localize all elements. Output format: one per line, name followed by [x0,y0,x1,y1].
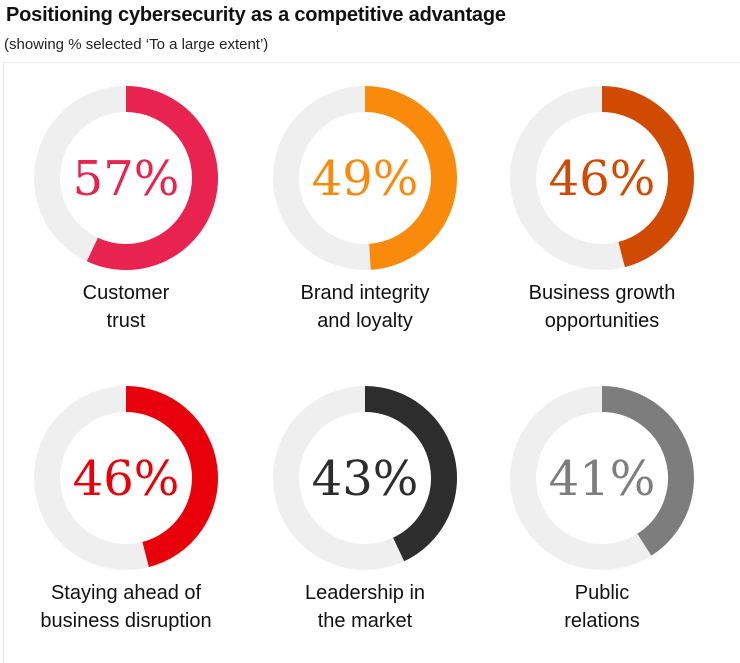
value-label: 46% [549,151,656,207]
category-label: trust [107,310,146,332]
category-label: and loyalty [317,310,413,332]
donut-arc [86,86,218,270]
value-label: 49% [312,151,419,207]
value-label: 43% [312,451,419,507]
category-label: the market [318,610,413,632]
category-label: Business growth [529,282,676,304]
donut-chart: 57% Customer trust [34,86,218,332]
donut-chart: 46% Business growth opportunities [510,86,694,332]
category-label: Leadership in [305,582,425,604]
category-label: Brand integrity [301,282,430,304]
donut-chart: 46% Staying ahead of business disruption [34,386,218,632]
category-label: Customer [83,282,170,304]
value-label: 46% [73,451,180,507]
donut-arc [601,386,694,556]
value-label: 57% [73,151,180,207]
category-label: business disruption [40,610,211,632]
donut-arc [601,86,694,268]
donut-arc [364,86,457,270]
category-label: relations [564,610,640,632]
category-label: Public [575,582,629,604]
chart-subtitle: (showing % selected ‘To a large extent’) [4,36,269,53]
donut-chart: 49% Brand integrity and loyalty [273,86,457,332]
category-label: Staying ahead of [51,582,202,604]
donut-arc [125,386,218,568]
chart-frame [3,62,740,663]
category-label: opportunities [545,310,660,332]
chart-title: Positioning cybersecurity as a competiti… [6,4,506,26]
donut-chart: 41% Public relations [510,386,694,632]
value-label: 41% [549,451,656,507]
donut-chart: 43% Leadership in the market [273,386,457,632]
donut-arc [364,386,457,562]
